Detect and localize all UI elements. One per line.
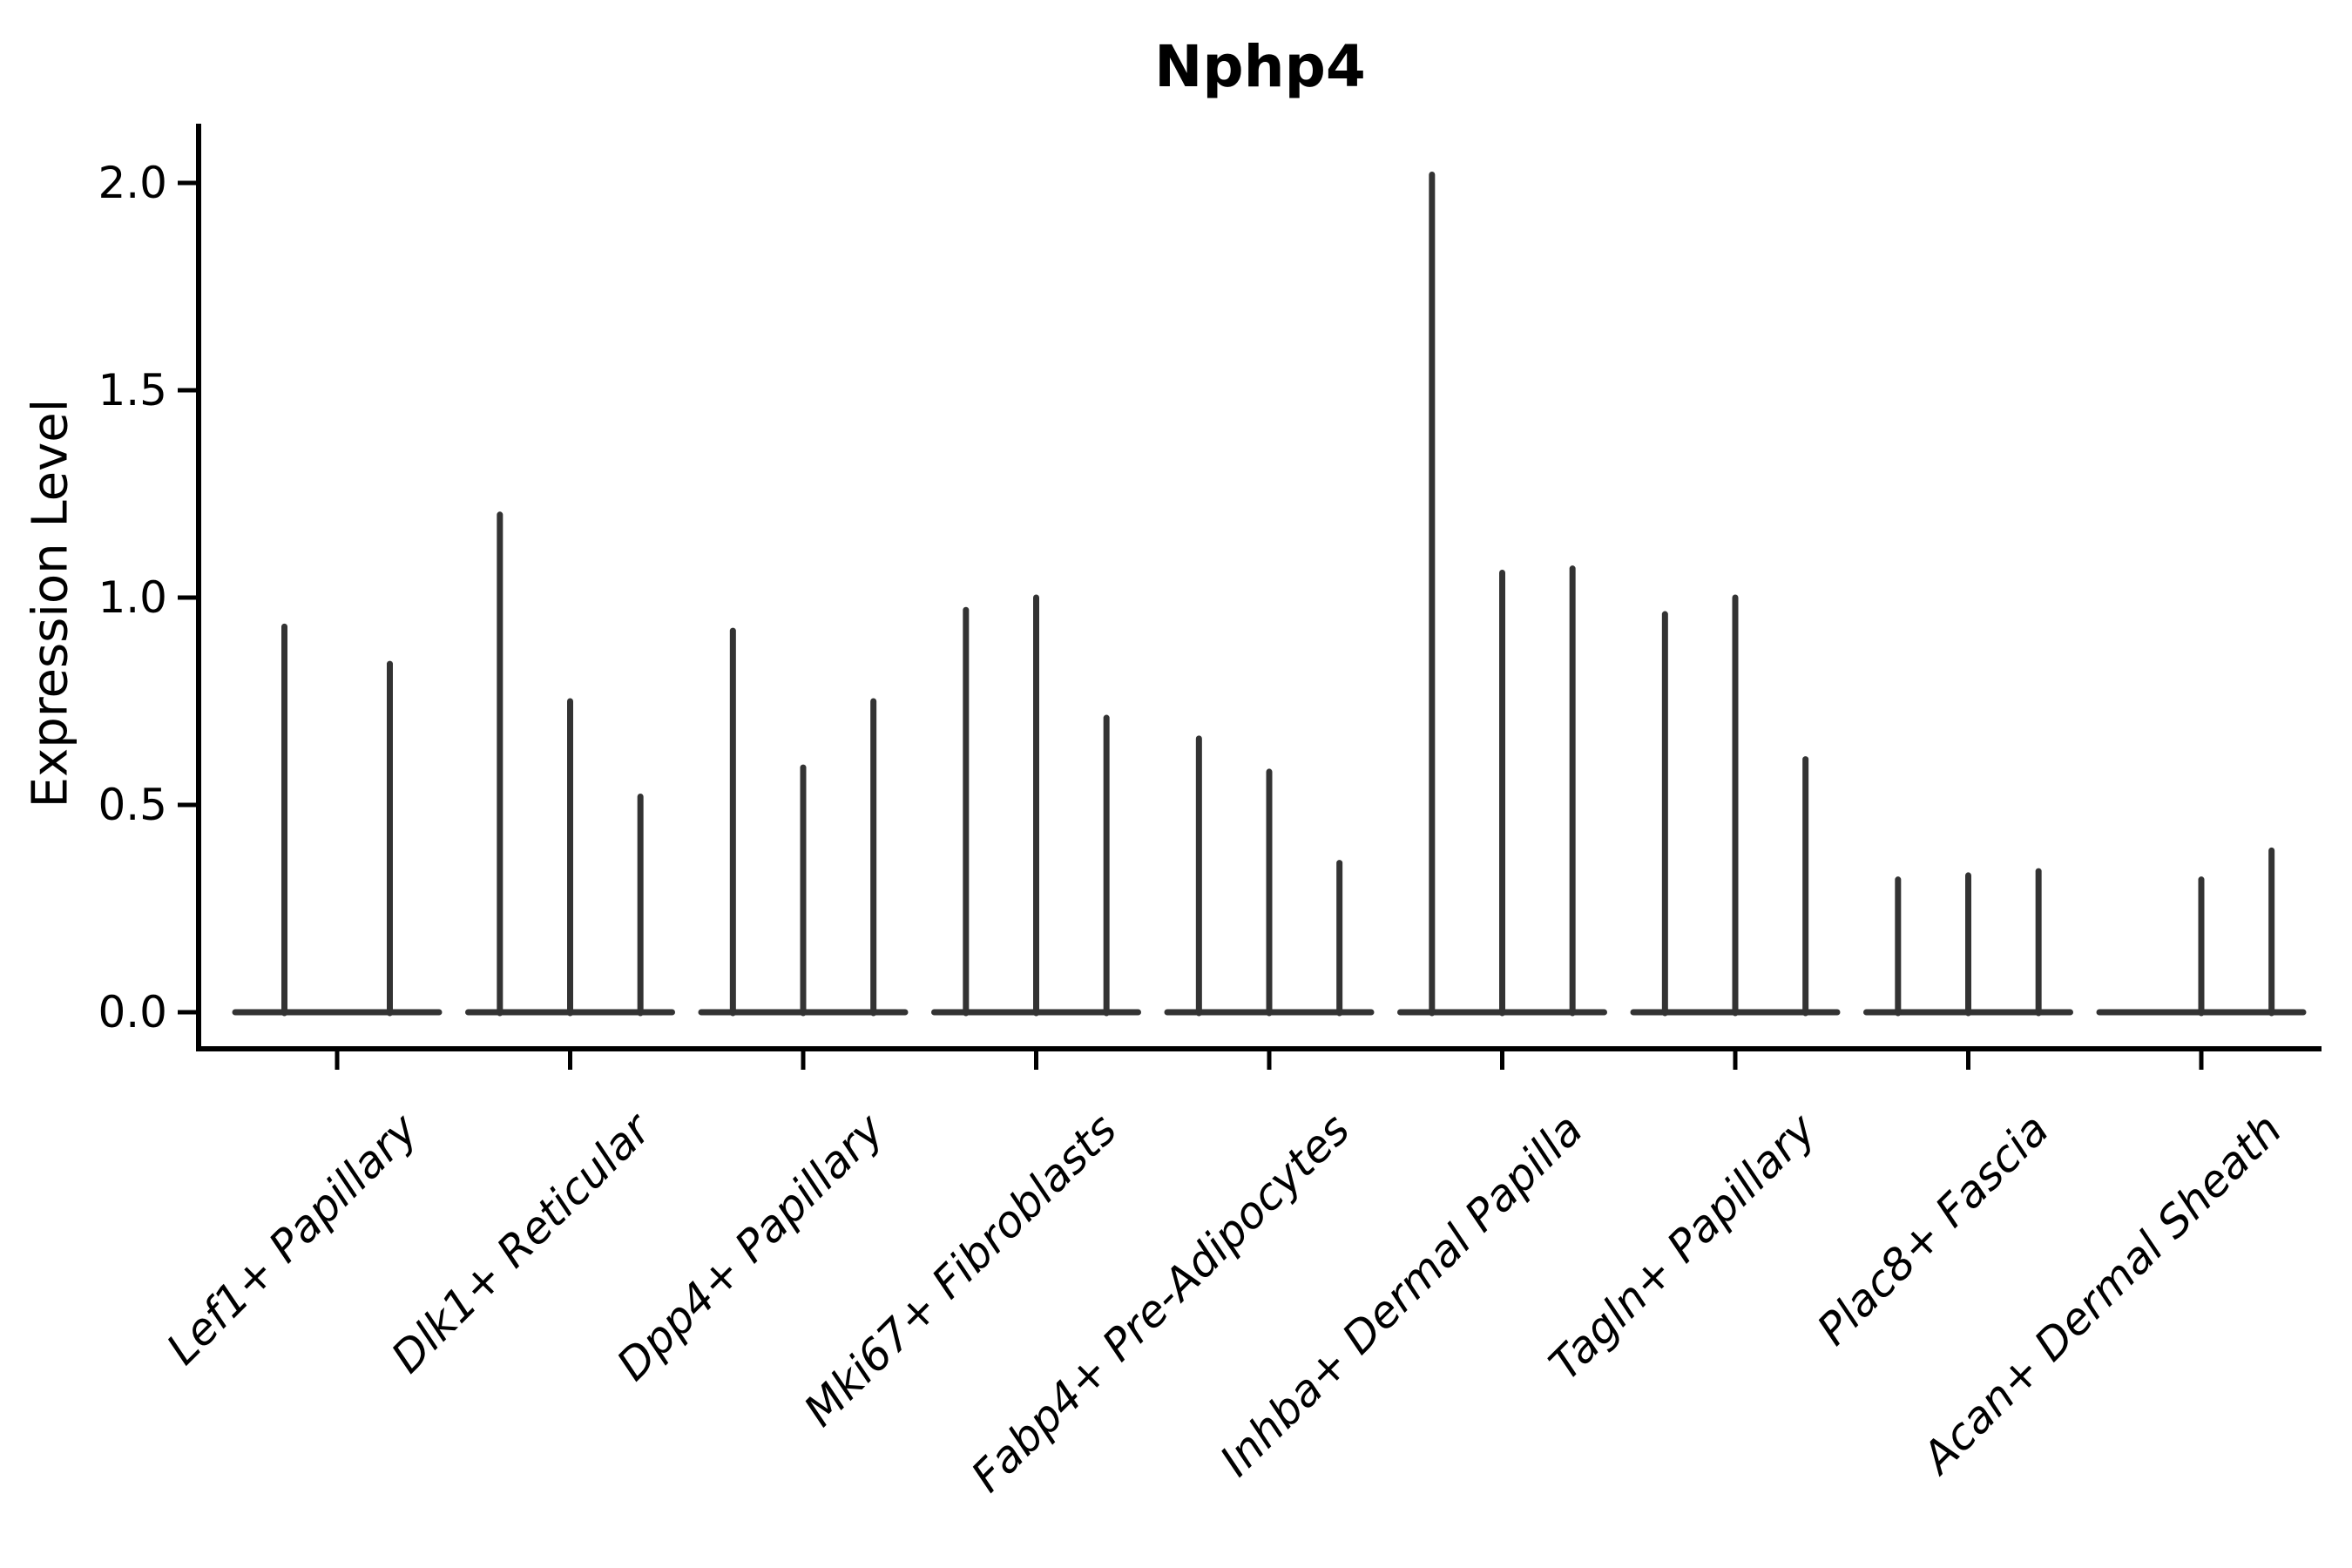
x-category-label: Plac8+ Fascia (1808, 1104, 2058, 1355)
x-category-label: Fabp4+ Pre-Adipocytes (962, 1104, 1360, 1502)
y-tick-label: 2.0 (98, 158, 167, 208)
x-category-label: Lef1+ Papillary (157, 1103, 428, 1374)
y-tick-label: 1.5 (98, 365, 167, 416)
y-tick-label: 0.5 (98, 780, 167, 830)
y-tick-label: 1.0 (98, 572, 167, 623)
y-tick-label: 0.0 (98, 987, 167, 1037)
chart-title: Nphp4 (1154, 33, 1366, 100)
